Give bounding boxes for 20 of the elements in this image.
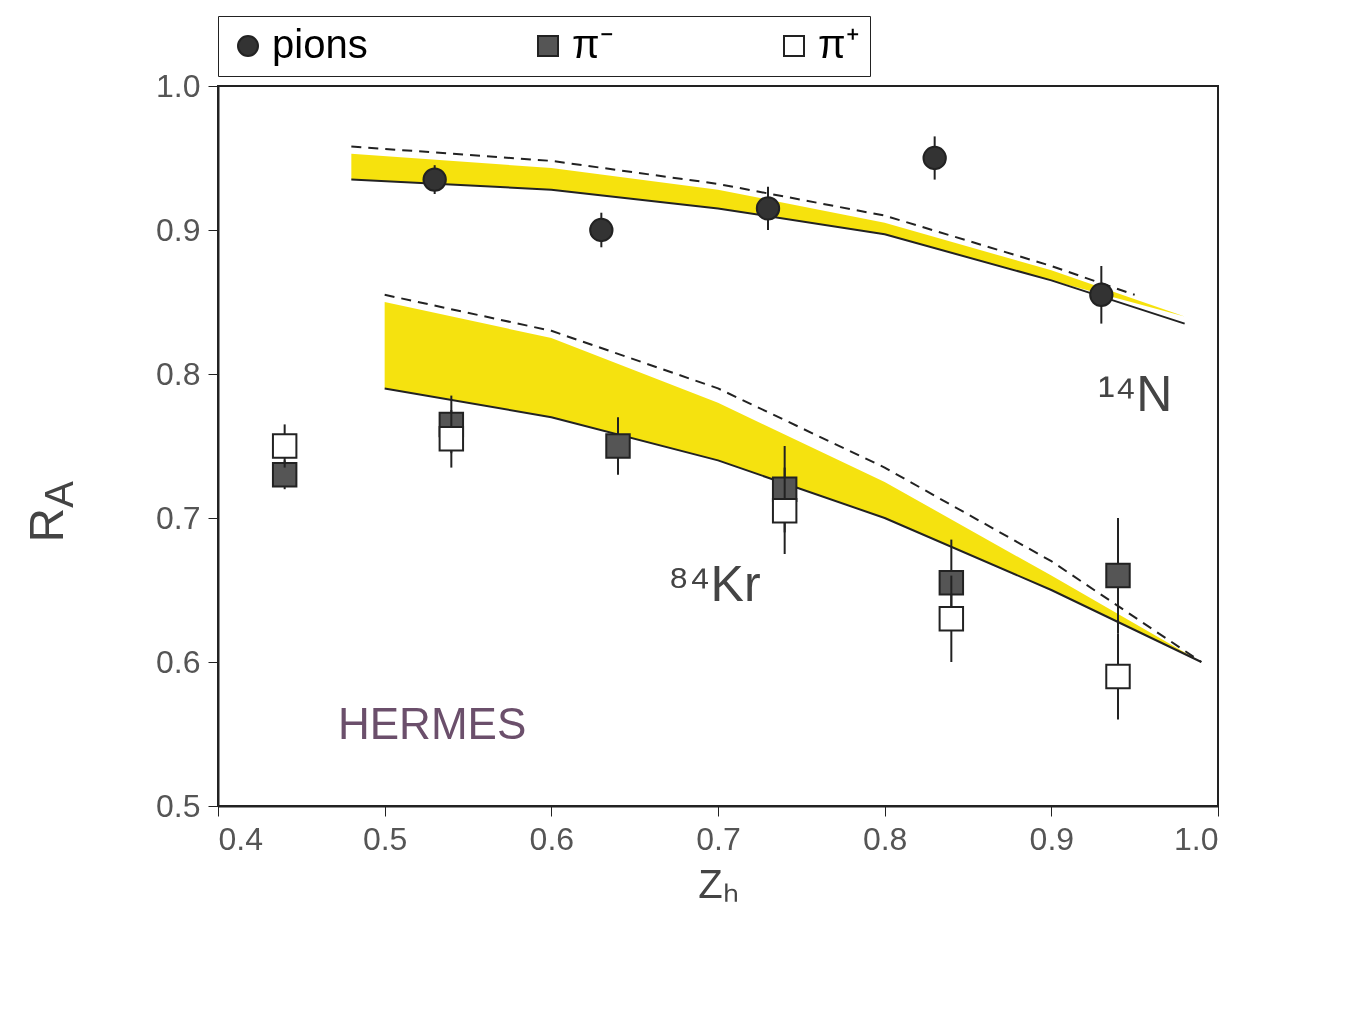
x-tick-label: 0.5 <box>362 820 408 857</box>
y-tick-label: 0.8 <box>156 355 201 392</box>
x-tick-label: 0.9 <box>1029 820 1075 857</box>
annotation: ¹⁴N <box>1098 366 1173 422</box>
y-tick-label: 0.6 <box>156 643 201 680</box>
x-tick-label: 0.6 <box>529 820 575 857</box>
legend-label: π⁺ <box>818 22 860 66</box>
legend-label: π⁻ <box>572 22 614 66</box>
y-tick-label: 1.0 <box>156 67 201 104</box>
y-tick-label: 0.7 <box>156 499 201 536</box>
x-tick-label: 0.7 <box>696 820 741 857</box>
annotation: HERMES <box>338 699 527 748</box>
x-tick-label: 0.4 <box>218 820 263 857</box>
legend-label: pions <box>272 22 368 66</box>
x-tick-label: 1.0 <box>1174 820 1219 857</box>
y-tick-label: 0.9 <box>156 211 201 248</box>
x-axis-title: Zₕ <box>698 861 739 906</box>
annotation: ⁸⁴Kr <box>668 556 761 612</box>
x-tick-label: 0.8 <box>862 820 908 857</box>
y-tick-label: 0.5 <box>156 787 201 824</box>
